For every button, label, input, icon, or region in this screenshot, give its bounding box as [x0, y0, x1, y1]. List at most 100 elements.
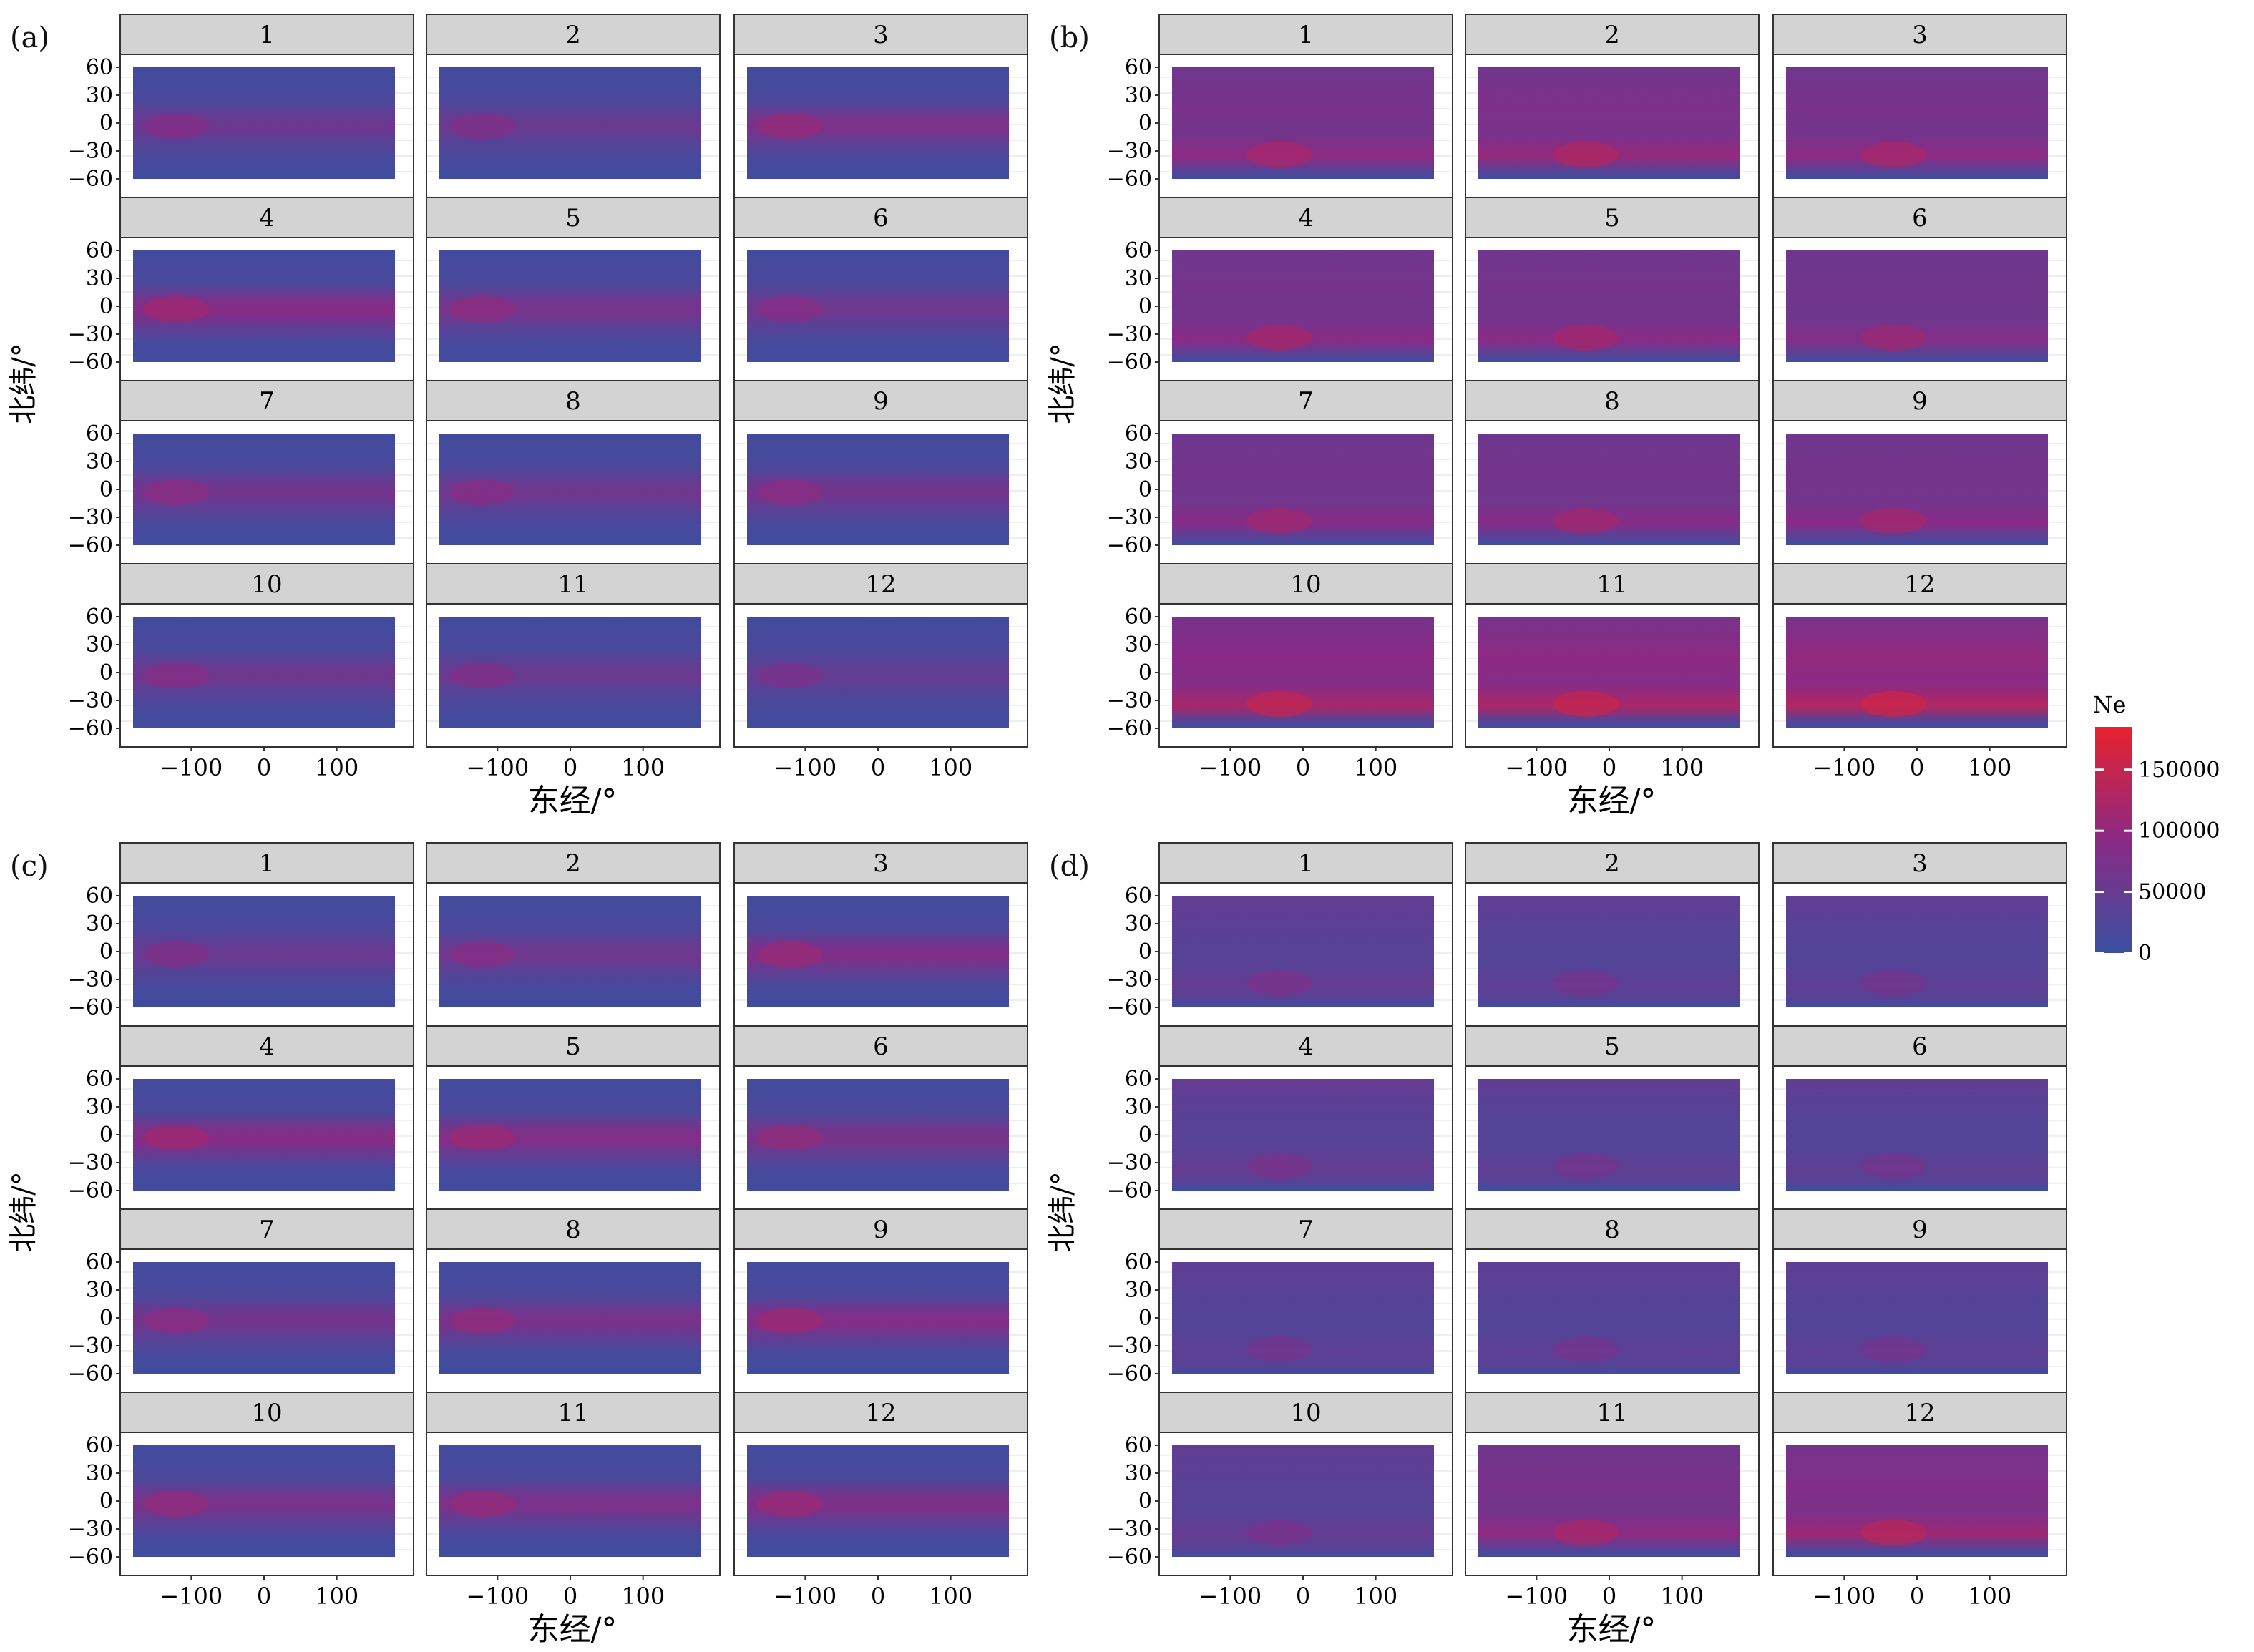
facet-month-9: 9	[1772, 1208, 2067, 1393]
facet-month-11: 11 −100 0 100	[426, 563, 721, 781]
ne-hotspot	[143, 296, 209, 322]
facet-strip	[426, 14, 721, 55]
facet-title: 10	[251, 570, 282, 599]
y-tick-label: 30	[86, 83, 113, 108]
facet-title: 8	[1604, 387, 1620, 416]
facet-strip	[1158, 14, 1453, 55]
facet-month-12: 12 −100 0 100	[1772, 563, 2067, 781]
x-tick-label: 0	[1910, 754, 1924, 781]
y-tick-label: 60	[86, 55, 113, 80]
ne-hotspot	[1860, 691, 1926, 717]
facet-strip	[1158, 1025, 1453, 1067]
y-tick-label: 0	[99, 477, 113, 502]
facet-month-5: 5	[1465, 197, 1760, 381]
facet-title: 10	[251, 1399, 282, 1427]
y-tick-label: 0	[99, 939, 113, 964]
facet-title: 12	[1904, 570, 1935, 599]
x-tick-label: 100	[1968, 1583, 2011, 1610]
facet-strip	[1465, 563, 1760, 605]
y-tick-label: 30	[86, 449, 113, 474]
ne-hotspot	[1553, 1336, 1619, 1362]
y-tick-label: −60	[68, 167, 113, 192]
facet-title: 5	[1604, 1032, 1620, 1061]
facet-month-8: 8	[1465, 1208, 1760, 1393]
ne-hotspot	[757, 113, 823, 139]
ne-hotspot	[449, 1308, 515, 1334]
y-tick-label: 60	[86, 605, 113, 630]
y-tick-label: −30	[68, 1334, 113, 1359]
y-tick-label: −60	[68, 995, 113, 1020]
y-tick-label: −60	[68, 1362, 113, 1387]
facet-title: 5	[565, 204, 581, 233]
ne-hotspot	[143, 663, 209, 688]
facet-strip	[1772, 1208, 2067, 1250]
facet-month-3: 3	[1772, 14, 2067, 198]
panel-label: (a)	[10, 21, 49, 54]
y-tick-label: −60	[1107, 1178, 1152, 1203]
x-tick-label: −100	[466, 1583, 529, 1610]
ne-hotspot	[449, 113, 515, 139]
ne-hotspot	[757, 296, 823, 322]
y-tick-label: 30	[86, 1461, 113, 1486]
y-axis-label: 北纬/°	[1046, 1171, 1079, 1252]
x-tick-label: 0	[1910, 1583, 1924, 1610]
facet-strip	[426, 1392, 721, 1433]
facet-strip	[1465, 1208, 1760, 1250]
facet-title: 4	[1298, 204, 1314, 233]
y-tick-label: 60	[1125, 55, 1152, 80]
y-tick-label: 30	[86, 1278, 113, 1303]
y-tick-label: −60	[68, 533, 113, 558]
facet-strip	[426, 563, 721, 605]
x-tick-label: 0	[871, 1583, 885, 1610]
ne-hotspot	[757, 663, 823, 688]
y-tick-label: 0	[1138, 111, 1152, 136]
facet-month-3: 3	[733, 14, 1028, 198]
facet-title: 6	[1912, 1032, 1928, 1061]
y-tick-label: 0	[99, 660, 113, 685]
x-tick-label: −100	[774, 1583, 836, 1610]
facet-month-6: 6	[733, 1025, 1028, 1210]
facet-title: 7	[259, 387, 275, 416]
facet-strip	[733, 14, 1028, 55]
facet-month-11: 11 −100 0 100	[1465, 1392, 1760, 1610]
y-tick-label: 60	[1125, 238, 1152, 263]
facet-month-8: 8	[426, 380, 721, 564]
y-tick-label: −30	[1107, 139, 1152, 164]
y-tick-label: −30	[68, 1150, 113, 1176]
x-tick-label: −100	[1505, 1583, 1568, 1610]
panel-label: (d)	[1049, 850, 1090, 883]
y-tick-label: 60	[1125, 421, 1152, 446]
ne-hotspot	[449, 663, 515, 688]
x-tick-label: −100	[160, 754, 223, 781]
facet-strip	[1465, 842, 1760, 884]
ne-hotspot	[757, 479, 823, 505]
y-tick-label: 60	[1125, 884, 1152, 909]
y-tick-label: 30	[1125, 266, 1152, 291]
facet-strip	[119, 380, 414, 421]
facet-month-9: 9	[733, 1208, 1028, 1393]
ne-hotspot	[1553, 508, 1619, 534]
y-tick-label: −60	[1107, 995, 1152, 1020]
panel-label: (c)	[10, 850, 49, 883]
facet-title: 2	[1604, 21, 1620, 49]
y-axis-label: 北纬/°	[1046, 343, 1079, 424]
y-tick-label: −30	[1107, 505, 1152, 530]
x-tick-label: −100	[1199, 754, 1262, 781]
x-axis-label: 东经/°	[528, 1611, 618, 1648]
facet-strip	[1465, 1025, 1760, 1067]
x-tick-label: 0	[1602, 1583, 1616, 1610]
facet-strip	[119, 1208, 414, 1250]
facet-title: 3	[1912, 21, 1928, 49]
facet-month-6: 6	[733, 197, 1028, 381]
facet-month-7: 7 60 30 0 −30 −60	[68, 1208, 414, 1393]
x-tick-label: 100	[1660, 1583, 1704, 1610]
y-tick-label: 60	[86, 1250, 113, 1275]
facet-strip	[1465, 197, 1760, 238]
ne-hotspot	[1246, 1336, 1312, 1362]
